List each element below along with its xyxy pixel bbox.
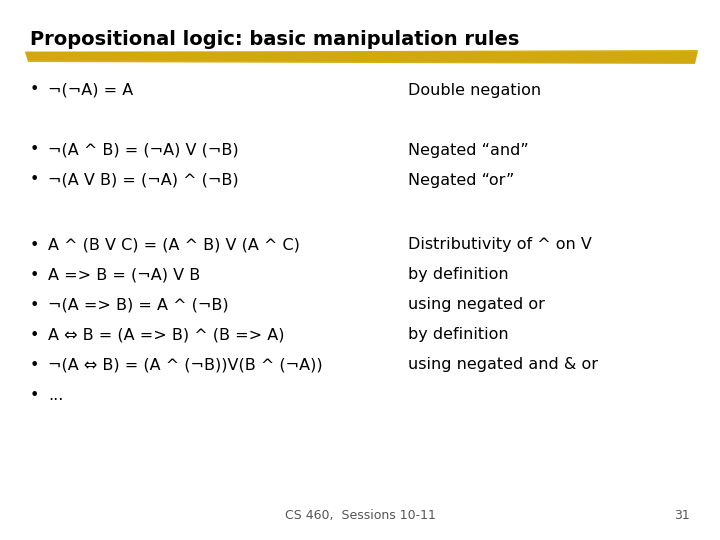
Text: CS 460,  Sessions 10-11: CS 460, Sessions 10-11 xyxy=(284,509,436,522)
Text: Negated “or”: Negated “or” xyxy=(408,172,514,187)
Text: ¬(A => B) = A ^ (¬B): ¬(A => B) = A ^ (¬B) xyxy=(48,298,229,313)
Polygon shape xyxy=(25,50,698,64)
Text: A ^ (B V C) = (A ^ B) V (A ^ C): A ^ (B V C) = (A ^ B) V (A ^ C) xyxy=(48,238,300,253)
Text: •: • xyxy=(30,298,40,313)
Text: ...: ... xyxy=(48,388,63,402)
Text: •: • xyxy=(30,83,40,98)
Text: A ⇔ B = (A => B) ^ (B => A): A ⇔ B = (A => B) ^ (B => A) xyxy=(48,327,284,342)
Text: Propositional logic: basic manipulation rules: Propositional logic: basic manipulation … xyxy=(30,30,519,49)
Text: Distributivity of ^ on V: Distributivity of ^ on V xyxy=(408,238,592,253)
Text: •: • xyxy=(30,238,40,253)
Text: 31: 31 xyxy=(674,509,690,522)
Text: using negated and & or: using negated and & or xyxy=(408,357,598,373)
Text: •: • xyxy=(30,357,40,373)
Polygon shape xyxy=(25,51,698,63)
Text: Double negation: Double negation xyxy=(408,83,541,98)
Text: ¬(A V B) = (¬A) ^ (¬B): ¬(A V B) = (¬A) ^ (¬B) xyxy=(48,172,238,187)
Text: by definition: by definition xyxy=(408,267,508,282)
Text: ¬(¬A) = A: ¬(¬A) = A xyxy=(48,83,133,98)
Text: •: • xyxy=(30,172,40,187)
Text: Negated “and”: Negated “and” xyxy=(408,143,528,158)
Text: ¬(A ⇔ B) = (A ^ (¬B))V(B ^ (¬A)): ¬(A ⇔ B) = (A ^ (¬B))V(B ^ (¬A)) xyxy=(48,357,323,373)
Text: by definition: by definition xyxy=(408,327,508,342)
Text: •: • xyxy=(30,327,40,342)
Text: •: • xyxy=(30,388,40,402)
Text: A => B = (¬A) V B: A => B = (¬A) V B xyxy=(48,267,200,282)
Text: •: • xyxy=(30,267,40,282)
Text: ¬(A ^ B) = (¬A) V (¬B): ¬(A ^ B) = (¬A) V (¬B) xyxy=(48,143,238,158)
Text: •: • xyxy=(30,143,40,158)
Text: using negated or: using negated or xyxy=(408,298,545,313)
